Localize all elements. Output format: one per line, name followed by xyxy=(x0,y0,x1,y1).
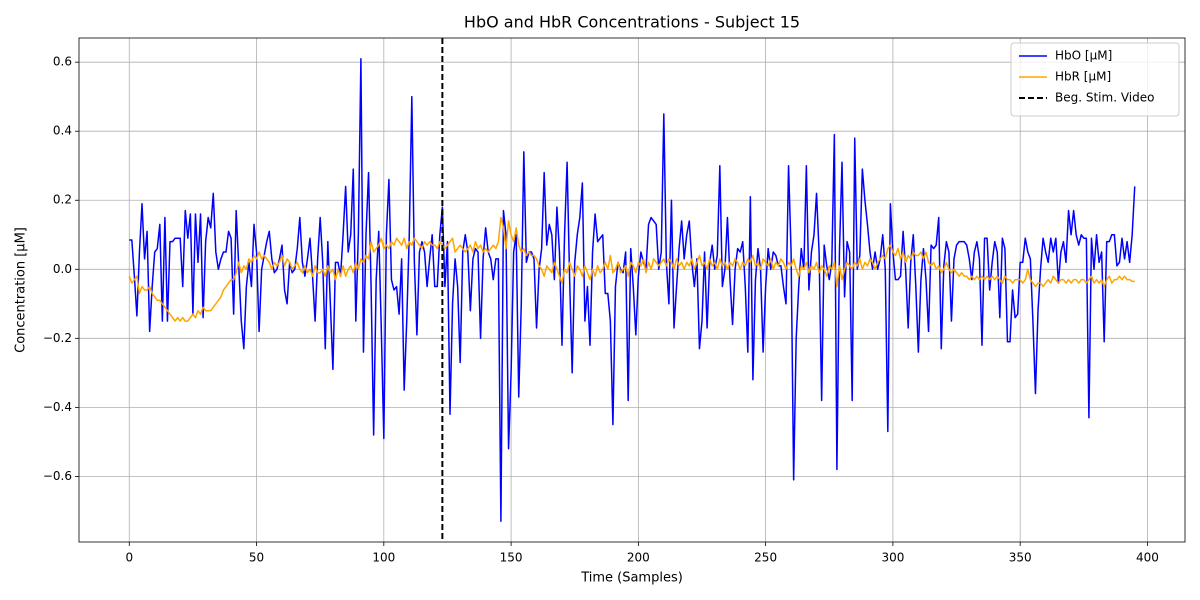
x-tick-label: 400 xyxy=(1136,551,1159,565)
y-tick-label: 0.2 xyxy=(53,193,72,207)
y-tick-label: −0.6 xyxy=(43,469,72,483)
legend-label: Beg. Stim. Video xyxy=(1055,91,1154,105)
legend-box xyxy=(1010,42,1180,117)
plot-frame xyxy=(78,37,1186,543)
legend-label: HbO [μM] xyxy=(1055,49,1112,63)
y-axis-label: Concentration [μM] xyxy=(14,227,29,353)
legend-label: HbR [μM] xyxy=(1055,70,1111,84)
y-tick-label: −0.4 xyxy=(43,400,72,414)
x-tick-label: 150 xyxy=(500,551,523,565)
x-axis-label: Time (Samples) xyxy=(580,571,683,586)
y-tick-label: 0.6 xyxy=(53,55,72,69)
x-tick-label: 300 xyxy=(881,551,904,565)
chart-title: HbO and HbR Concentrations - Subject 15 xyxy=(464,13,800,32)
y-tick-label: −0.2 xyxy=(43,331,72,345)
y-tick-label: 0.4 xyxy=(53,124,72,138)
x-tick-label: 50 xyxy=(249,551,264,565)
y-tick-label: 0.0 xyxy=(53,262,72,276)
x-tick-label: 350 xyxy=(1009,551,1032,565)
x-tick-label: 250 xyxy=(754,551,777,565)
series-line xyxy=(128,216,1135,322)
x-tick-label: 0 xyxy=(125,551,133,565)
x-tick-label: 100 xyxy=(372,551,395,565)
series-line xyxy=(129,57,1136,523)
x-tick-label: 200 xyxy=(627,551,650,565)
